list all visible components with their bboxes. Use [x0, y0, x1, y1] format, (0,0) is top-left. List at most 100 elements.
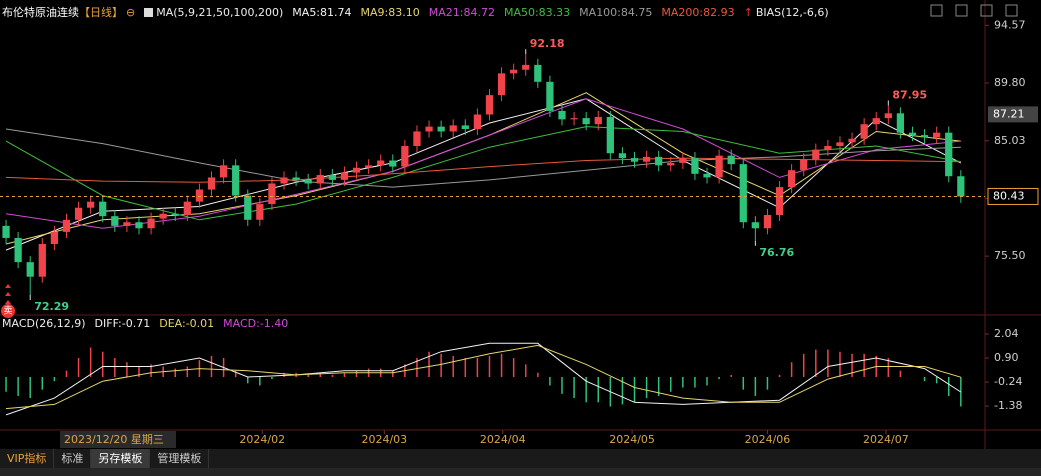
- y-tick-label: 75.50: [994, 249, 1026, 262]
- candle-body: [872, 118, 880, 125]
- candle-body: [425, 126, 433, 132]
- candle-body: [437, 126, 445, 132]
- candle-body: [377, 160, 385, 166]
- y-tick-label: -1.38: [994, 399, 1022, 412]
- candle-body: [848, 138, 856, 143]
- legend-entry: MA9:83.10: [360, 5, 420, 19]
- candle-body: [510, 69, 518, 74]
- candle-body: [292, 177, 300, 180]
- x-tick-label: 2024/07: [863, 433, 909, 446]
- tab-bar: VIP指标 标准 另存模板 管理模板: [0, 449, 1041, 468]
- candle-body: [715, 155, 723, 178]
- candle-body: [87, 201, 95, 208]
- x-tick-label: 2024/06: [745, 433, 791, 446]
- legend-entry: MA200:82.93: [661, 5, 735, 19]
- candle-body: [570, 118, 578, 120]
- title: 布伦特原油连续: [2, 6, 79, 19]
- ma-line: [5, 344, 961, 410]
- candle-body: [727, 155, 735, 165]
- icon[interactable]: ⊖: [126, 5, 136, 19]
- candle-body: [401, 145, 409, 167]
- cursor-date-box: [60, 431, 176, 448]
- tab[interactable]: VIP指标: [0, 449, 55, 468]
- candle-body: [630, 158, 639, 162]
- candle-body: [763, 214, 772, 229]
- candle-body: [618, 153, 627, 159]
- x-tick-label: 2024/03: [361, 433, 407, 446]
- tab[interactable]: 管理模板: [150, 449, 210, 468]
- sell-arrows: [5, 284, 11, 304]
- candle-body: [316, 175, 324, 184]
- ma-line: [5, 157, 961, 183]
- candle-body: [135, 222, 143, 229]
- candle-body: [800, 159, 808, 171]
- y-tick-label: -0.24: [994, 375, 1022, 388]
- candle-body: [195, 189, 204, 202]
- candle-body: [945, 132, 953, 177]
- tab[interactable]: 另存模板: [91, 449, 151, 468]
- macd-title: MACD(26,12,9): [2, 317, 86, 330]
- candle-body: [933, 132, 941, 138]
- candle-body: [655, 156, 663, 166]
- candle-body: [328, 175, 336, 180]
- icon[interactable]: [144, 7, 154, 17]
- candle-body: [957, 176, 965, 197]
- candle-body: [824, 145, 832, 150]
- legend-entry: MACD:-1.40: [223, 317, 289, 330]
- last-price-box: [987, 187, 1039, 205]
- icon[interactable]: [980, 4, 993, 17]
- annotation: 92.18: [530, 37, 565, 50]
- candle-body: [558, 110, 566, 120]
- y-tick-label: 89.80: [994, 76, 1026, 89]
- candle-body: [461, 125, 469, 130]
- candle-body: [38, 244, 46, 277]
- legend-entry: MA100:84.75: [579, 5, 653, 19]
- candle-body: [62, 219, 71, 232]
- candle-body: [679, 158, 687, 163]
- status-strip: [0, 468, 1041, 476]
- legend-entry: DIFF:-0.71: [94, 317, 151, 330]
- candle-body: [171, 213, 179, 215]
- candle-body: [739, 164, 747, 223]
- header: 布伦特原油连续 【日线】 ⊖ MA(5,9,21,50,100,200) MA5…: [2, 4, 829, 20]
- bias-label: BIAS(12,-6,6): [755, 5, 829, 19]
- annotation: 87.95: [892, 88, 927, 101]
- candle-body: [340, 172, 349, 180]
- candle-body: [14, 237, 22, 263]
- cursor-price-label: 87.21: [993, 107, 1025, 120]
- candle-body: [280, 177, 288, 184]
- candle-body: [667, 162, 675, 166]
- candle-body: [473, 114, 482, 130]
- macd-header: MACD(26,12,9) DIFF:-0.71 DEA:-0.01 MACD:-1.…: [2, 317, 288, 330]
- candle-body: [775, 187, 784, 215]
- candle-body: [2, 225, 10, 238]
- candle-body: [207, 177, 216, 190]
- indicator: MA(5,9,21,50,100,200): [156, 5, 284, 19]
- legend-entry: MA21:84.72: [428, 5, 495, 19]
- y-tick-label: 2.04: [994, 327, 1019, 340]
- candle-body: [26, 262, 34, 277]
- icon[interactable]: [1005, 4, 1018, 17]
- candle-body: [485, 95, 494, 115]
- annotation: 72.29: [34, 300, 69, 313]
- icon[interactable]: [930, 4, 943, 17]
- toolbar-icons[interactable]: [930, 4, 1018, 17]
- candle-body: [268, 183, 276, 205]
- candle-body: [812, 149, 820, 160]
- sell-label: 卖: [3, 306, 12, 317]
- icon[interactable]: [955, 4, 968, 17]
- candle-body: [788, 170, 796, 188]
- last-price-label: 80.43: [993, 189, 1025, 202]
- y-tick-label: 94.57: [994, 18, 1026, 31]
- candle-body: [546, 81, 554, 111]
- candle-body: [920, 135, 929, 138]
- candle-body: [908, 132, 917, 136]
- legend-entry: DEA:-0.01: [159, 317, 215, 330]
- candle-body: [304, 179, 312, 184]
- candle-body: [99, 201, 107, 217]
- candle-body: [449, 125, 457, 132]
- candle-body: [219, 165, 228, 178]
- candle-body: [244, 195, 252, 220]
- tab[interactable]: 标准: [54, 449, 92, 468]
